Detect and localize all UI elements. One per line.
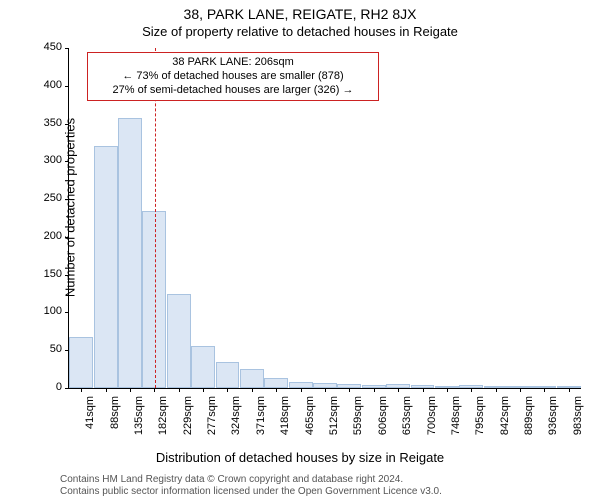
xtick-mark: [520, 388, 521, 392]
xtick-label: 795sqm: [474, 396, 486, 446]
ytick-mark: [65, 86, 69, 87]
xtick-mark: [130, 388, 131, 392]
xtick-mark: [276, 388, 277, 392]
xtick-mark: [154, 388, 155, 392]
ytick-label: 350: [34, 117, 62, 129]
bar: [216, 362, 240, 388]
chart-title: 38, PARK LANE, REIGATE, RH2 8JX: [0, 6, 600, 22]
xtick-mark: [496, 388, 497, 392]
xtick-label: 889sqm: [523, 396, 535, 446]
ytick-mark: [65, 237, 69, 238]
plot-area: 38 PARK LANE: 206sqm← 73% of detached ho…: [68, 48, 581, 389]
x-axis-label: Distribution of detached houses by size …: [0, 450, 600, 465]
xtick-label: 277sqm: [206, 396, 218, 446]
ytick-mark: [65, 199, 69, 200]
xtick-mark: [325, 388, 326, 392]
chart-container: 38, PARK LANE, REIGATE, RH2 8JX Size of …: [0, 0, 600, 500]
bar: [94, 146, 118, 388]
xtick-mark: [252, 388, 253, 392]
xtick-label: 88sqm: [109, 396, 121, 446]
xtick-label: 182sqm: [157, 396, 169, 446]
xtick-label: 606sqm: [377, 396, 389, 446]
annotation-box: 38 PARK LANE: 206sqm← 73% of detached ho…: [87, 52, 379, 101]
attribution: Contains HM Land Registry data © Crown c…: [60, 474, 590, 497]
annotation-line: ← 73% of detached houses are smaller (87…: [94, 70, 372, 84]
xtick-label: 41sqm: [84, 396, 96, 446]
xtick-mark: [106, 388, 107, 392]
annotation-line: 38 PARK LANE: 206sqm: [94, 56, 372, 70]
xtick-mark: [81, 388, 82, 392]
xtick-mark: [227, 388, 228, 392]
bar: [191, 346, 215, 388]
xtick-mark: [447, 388, 448, 392]
ytick-mark: [65, 48, 69, 49]
xtick-mark: [179, 388, 180, 392]
xtick-mark: [544, 388, 545, 392]
ytick-label: 450: [34, 41, 62, 53]
ytick-label: 200: [34, 230, 62, 242]
ytick-label: 250: [34, 192, 62, 204]
attribution-line-2: Contains public sector information licen…: [60, 486, 590, 498]
xtick-label: 983sqm: [572, 396, 584, 446]
ytick-label: 50: [34, 343, 62, 355]
bar: [69, 337, 93, 388]
ytick-label: 150: [34, 268, 62, 280]
xtick-label: 748sqm: [450, 396, 462, 446]
ytick-label: 400: [34, 79, 62, 91]
xtick-mark: [569, 388, 570, 392]
ytick-mark: [65, 388, 69, 389]
xtick-label: 936sqm: [547, 396, 559, 446]
xtick-mark: [203, 388, 204, 392]
xtick-mark: [471, 388, 472, 392]
ytick-label: 300: [34, 154, 62, 166]
chart-subtitle: Size of property relative to detached ho…: [0, 24, 600, 39]
xtick-mark: [374, 388, 375, 392]
xtick-label: 512sqm: [328, 396, 340, 446]
xtick-mark: [301, 388, 302, 392]
bar: [264, 378, 288, 388]
xtick-mark: [423, 388, 424, 392]
xtick-label: 418sqm: [279, 396, 291, 446]
bar: [167, 294, 191, 388]
xtick-label: 371sqm: [255, 396, 267, 446]
xtick-label: 229sqm: [182, 396, 194, 446]
xtick-label: 653sqm: [401, 396, 413, 446]
ytick-label: 0: [34, 381, 62, 393]
xtick-mark: [349, 388, 350, 392]
xtick-label: 135sqm: [133, 396, 145, 446]
ytick-mark: [65, 312, 69, 313]
ytick-mark: [65, 161, 69, 162]
xtick-label: 559sqm: [352, 396, 364, 446]
xtick-label: 700sqm: [426, 396, 438, 446]
bar: [118, 118, 142, 388]
attribution-line-1: Contains HM Land Registry data © Crown c…: [60, 474, 590, 486]
bar: [240, 369, 264, 388]
ytick-mark: [65, 124, 69, 125]
ytick-label: 100: [34, 305, 62, 317]
xtick-mark: [398, 388, 399, 392]
xtick-label: 842sqm: [499, 396, 511, 446]
xtick-label: 465sqm: [304, 396, 316, 446]
annotation-line: 27% of semi-detached houses are larger (…: [94, 84, 372, 98]
xtick-label: 324sqm: [230, 396, 242, 446]
ytick-mark: [65, 275, 69, 276]
